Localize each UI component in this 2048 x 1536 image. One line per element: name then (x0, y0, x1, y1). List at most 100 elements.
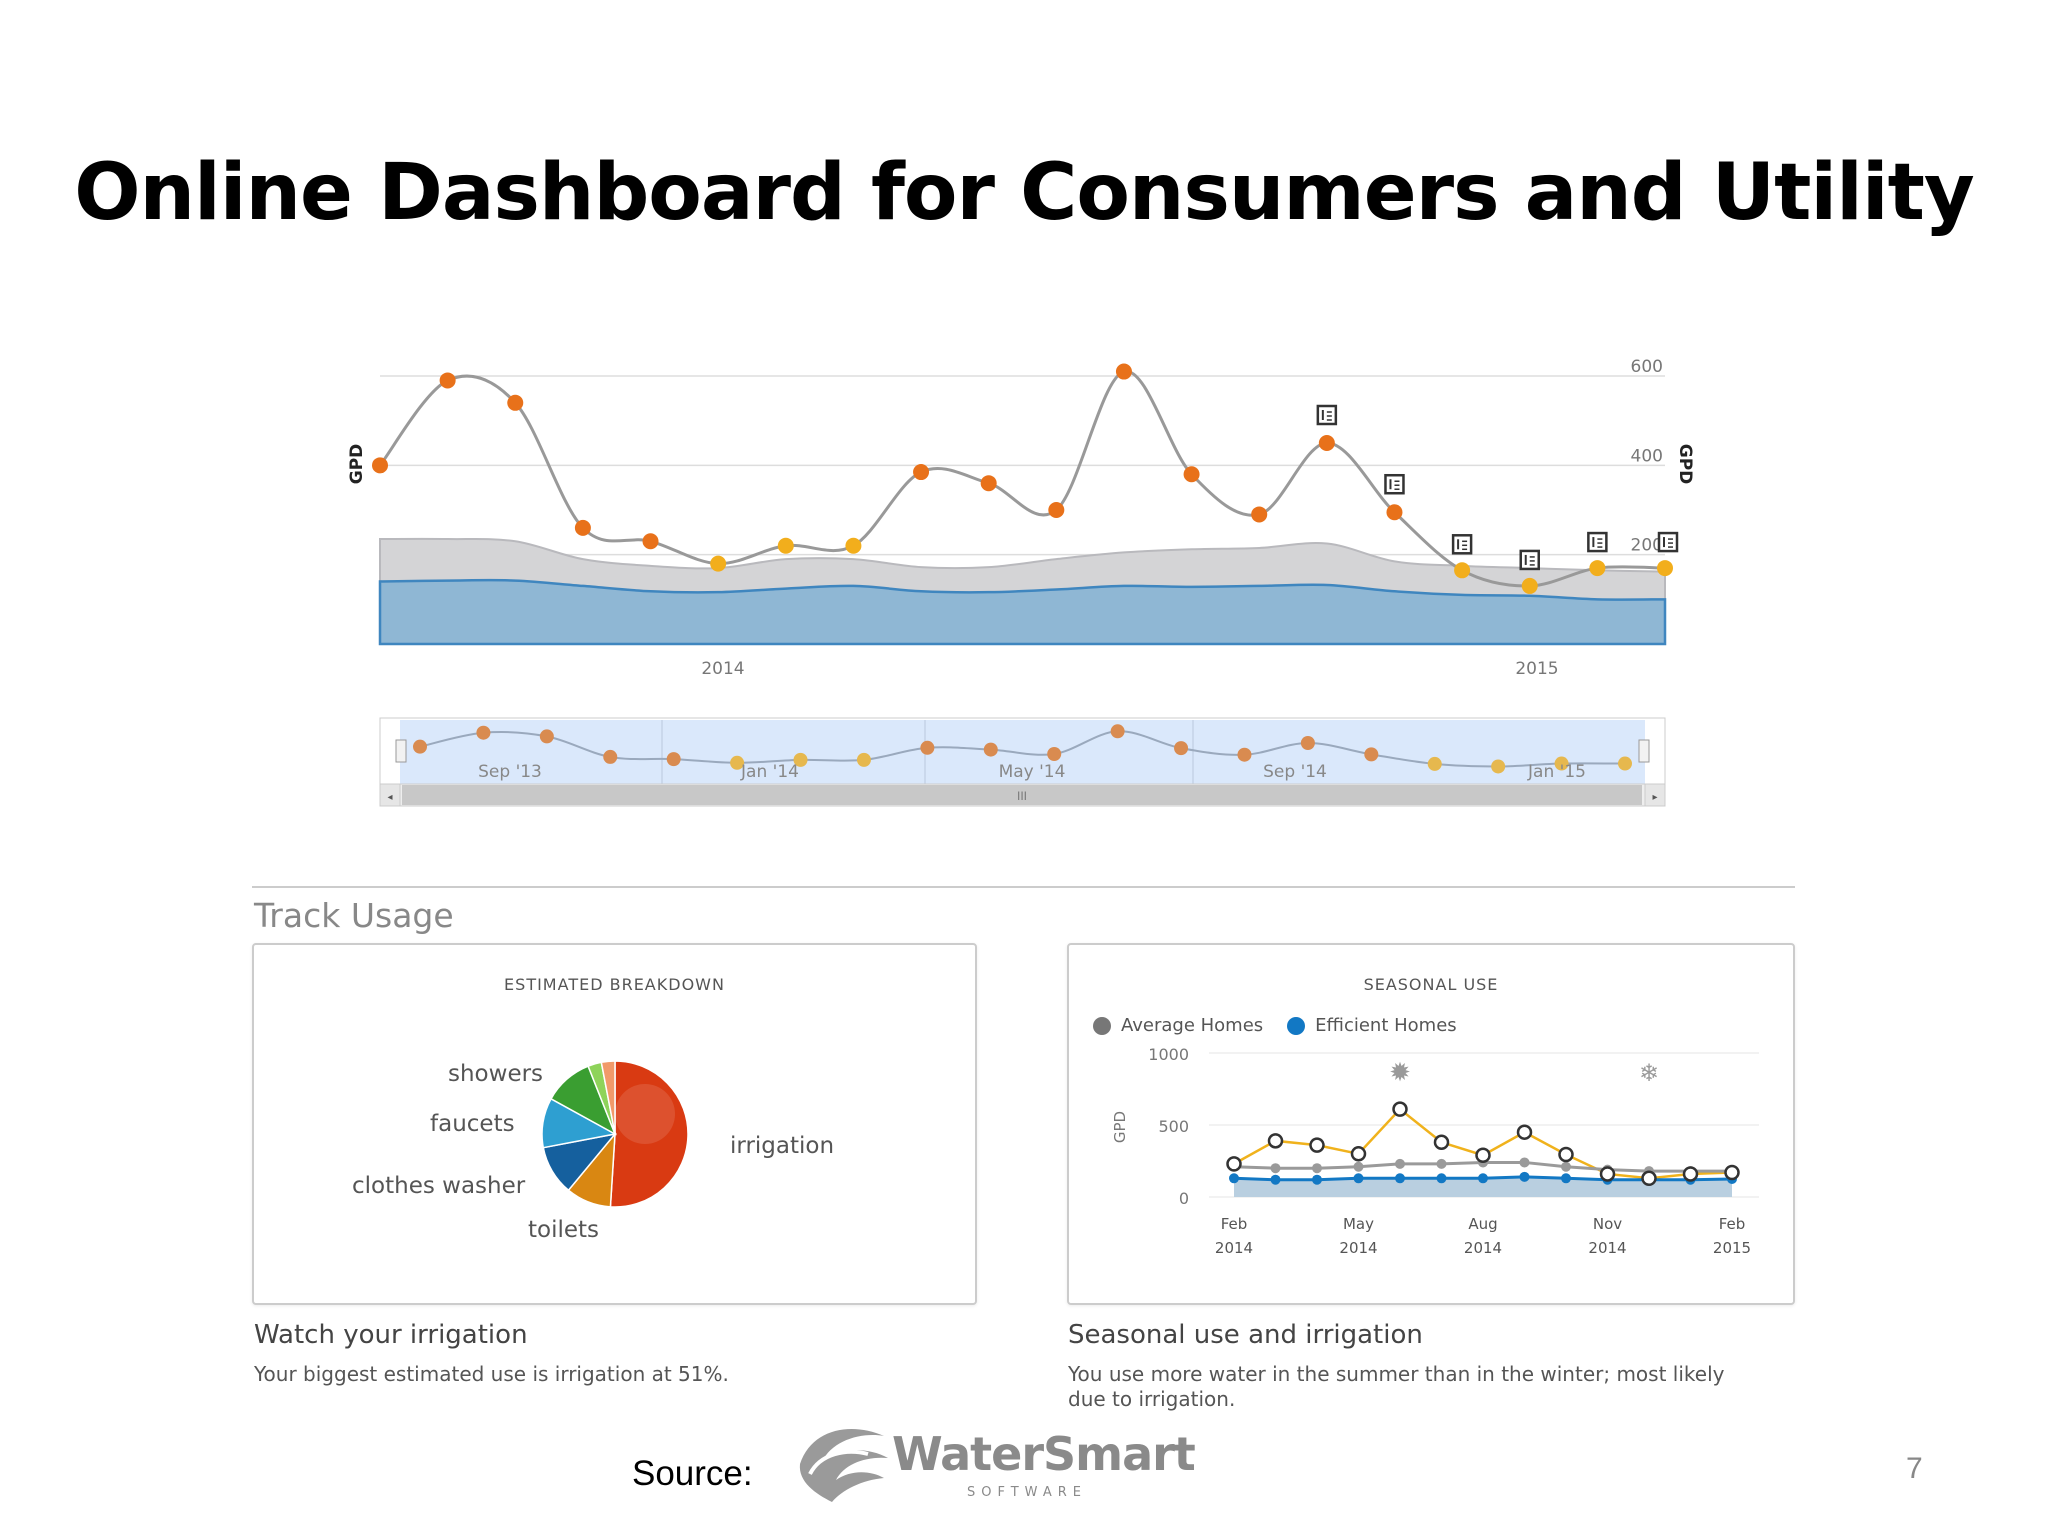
source-label: Source: (632, 1454, 753, 1493)
household-point[interactable] (1226, 1156, 1242, 1172)
pie-slice[interactable] (600, 1060, 616, 1135)
household-point[interactable] (1599, 1166, 1616, 1182)
usage-point[interactable] (1115, 363, 1132, 380)
navigator-point (413, 739, 427, 754)
note-icon[interactable] (1519, 549, 1540, 571)
usage-point[interactable] (1386, 504, 1403, 521)
note-icon[interactable] (1316, 404, 1338, 426)
note-icon[interactable] (1587, 531, 1608, 553)
household-point[interactable] (1682, 1166, 1699, 1182)
usage-point[interactable] (1048, 502, 1065, 518)
navigator-scrollbar-thumb[interactable] (402, 785, 1642, 805)
scroll-left-button[interactable] (379, 783, 401, 807)
seasonal-card-title: SEASONAL USE (1363, 975, 1499, 994)
average-point[interactable] (1395, 1158, 1405, 1169)
navigator-tick-label: Sep '13 (478, 762, 542, 782)
efficient-point[interactable] (1229, 1173, 1239, 1184)
pie-label-showers: showers (448, 1061, 544, 1087)
efficient-point[interactable] (1353, 1173, 1364, 1184)
navigator-point (1554, 756, 1569, 771)
usage-point[interactable] (1454, 562, 1471, 579)
legend-item-average[interactable]: Average Homes (1093, 1015, 1263, 1036)
note-icon[interactable] (1657, 531, 1679, 553)
household-point[interactable] (1516, 1124, 1533, 1140)
navigator-point (1047, 747, 1062, 761)
household-point[interactable] (1350, 1146, 1367, 1162)
navigator-point (1174, 741, 1189, 756)
navigator-handle-left[interactable] (395, 739, 407, 763)
usage-point[interactable] (372, 457, 388, 474)
household-point[interactable] (1433, 1134, 1450, 1151)
navigator-handle-right[interactable] (1638, 739, 1650, 763)
section-title: Track Usage (254, 896, 454, 935)
efficient-point[interactable] (1395, 1173, 1405, 1184)
average-point[interactable] (1353, 1161, 1364, 1172)
x-tick-month: Nov (1593, 1215, 1622, 1233)
pie-slice[interactable] (609, 1060, 689, 1208)
usage-point[interactable] (1318, 435, 1335, 451)
household-point[interactable] (1392, 1101, 1408, 1117)
navigator-point (1237, 747, 1252, 762)
navigator-point (1618, 756, 1632, 771)
usage-point[interactable] (1657, 560, 1673, 577)
navigator-tick-label: Jan '14 (740, 762, 799, 782)
average-point[interactable] (1561, 1161, 1571, 1172)
arrow-left-icon: ◂ (387, 792, 392, 803)
usage-point[interactable] (574, 519, 591, 536)
legend-dot-icon (1287, 1016, 1306, 1035)
usage-point[interactable] (710, 555, 727, 572)
note-icon[interactable] (1451, 534, 1473, 555)
household-point[interactable] (1641, 1170, 1657, 1187)
x-tick-year: 2014 (1215, 1239, 1253, 1257)
legend-item-efficient[interactable]: Efficient Homes (1287, 1015, 1457, 1036)
note-icon[interactable] (1384, 473, 1405, 495)
legend-dot-icon (1093, 1016, 1111, 1035)
navigator-tick-label: Jan '15 (1527, 762, 1586, 782)
household-point[interactable] (1558, 1146, 1574, 1163)
usage-point[interactable] (642, 533, 659, 550)
seasonal-chart: GPD 1000 500 0 ✹ ❄ Feb 2014 May 2014 Aug 2014… (1111, 1045, 1759, 1257)
x-tick-year: 2014 (1339, 1239, 1377, 1257)
household-point[interactable] (1309, 1137, 1325, 1153)
snowflake-icon: ❄ (1639, 1060, 1659, 1087)
average-point[interactable] (1312, 1163, 1322, 1174)
efficient-point[interactable] (1478, 1173, 1488, 1184)
pie-highlight (615, 1084, 675, 1144)
usage-point[interactable] (1521, 577, 1538, 594)
x-tick-year: 2014 (1464, 1239, 1502, 1257)
average-point[interactable] (1270, 1163, 1281, 1174)
efficient-point[interactable] (1270, 1174, 1281, 1185)
scroll-right-button[interactable] (1644, 783, 1666, 807)
efficient-point[interactable] (1436, 1173, 1447, 1184)
section-divider (252, 886, 1795, 888)
usage-point[interactable] (913, 464, 930, 481)
efficient-point[interactable] (1312, 1174, 1322, 1185)
average-point[interactable] (1436, 1158, 1447, 1169)
household-point[interactable] (1267, 1133, 1284, 1149)
usage-point[interactable] (1251, 506, 1268, 523)
efficient-point[interactable] (1561, 1173, 1571, 1184)
usage-point[interactable] (777, 537, 794, 554)
x-tick-year: 2015 (1713, 1239, 1751, 1257)
household-point[interactable] (1475, 1147, 1491, 1163)
breakdown-text: Your biggest estimated use is irrigation… (254, 1362, 729, 1386)
usage-point[interactable] (845, 537, 862, 554)
legend-label-average: Average Homes (1121, 1015, 1264, 1036)
usage-chart: 6004002000 GPD GPD 2014 2015 III ◂ ▸ Sep… (347, 357, 1695, 807)
range-navigator[interactable]: III ◂ ▸ Sep '13 Jan '14 May '14 Sep '14 Jan … (379, 717, 1666, 807)
usage-point[interactable] (1183, 466, 1200, 483)
usage-point[interactable] (439, 372, 456, 389)
usage-point[interactable] (1589, 560, 1606, 577)
pie-label-toilets: toilets (528, 1217, 600, 1243)
household-point[interactable] (1724, 1164, 1740, 1181)
pie-label-clothes-washer: clothes washer (352, 1173, 526, 1199)
y-tick-label: 500 (1158, 1117, 1189, 1136)
usage-point[interactable] (507, 394, 524, 411)
logo-tagline: SOFTWARE (967, 1485, 1087, 1500)
usage-point[interactable] (980, 475, 997, 492)
average-point[interactable] (1519, 1157, 1530, 1168)
pie-label-faucets: faucets (430, 1111, 515, 1137)
efficient-point[interactable] (1519, 1171, 1530, 1182)
navigator-point (1491, 759, 1506, 774)
navigator-point (603, 749, 618, 764)
